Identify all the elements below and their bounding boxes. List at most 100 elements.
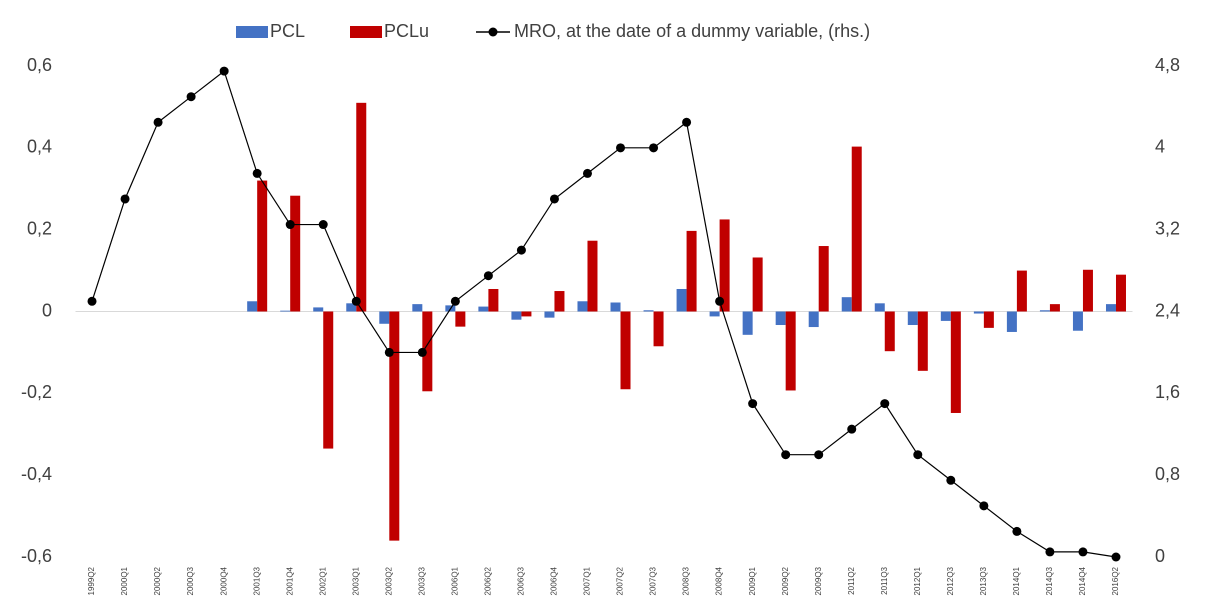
bar — [775, 311, 786, 326]
marker — [946, 475, 956, 485]
marker — [417, 347, 427, 357]
bar — [1049, 304, 1060, 312]
marker — [318, 220, 328, 230]
bar — [1115, 274, 1126, 312]
x-tick-label: 2011Q3 — [880, 566, 889, 594]
marker — [285, 220, 295, 230]
x-tick-label: 2006Q3 — [517, 566, 526, 595]
x-tick-label: 2000Q3 — [186, 566, 195, 595]
bar — [950, 311, 961, 413]
bar — [610, 302, 621, 312]
marker — [847, 424, 857, 434]
bar — [785, 311, 796, 391]
x-tick-label: 2009Q3 — [814, 566, 823, 595]
y2-tick-label: 2,4 — [1155, 300, 1180, 320]
bar — [1039, 310, 1050, 312]
bar — [907, 311, 918, 326]
bar — [356, 102, 367, 312]
x-tick-label: 2003Q3 — [417, 566, 426, 595]
x-tick-label: 2007Q2 — [616, 566, 625, 595]
x-tick-label: 2007Q3 — [649, 566, 658, 595]
x-tick-label: 2011Q2 — [847, 566, 856, 594]
bar — [917, 311, 928, 371]
bar — [488, 288, 499, 312]
y-tick-label: 0,2 — [27, 218, 52, 238]
y2-tick-label: 0,8 — [1155, 464, 1180, 484]
bar — [874, 303, 885, 312]
x-tick-label: 2008Q4 — [715, 566, 724, 595]
x-tick-label: 2007Q1 — [583, 566, 592, 595]
marker — [880, 399, 890, 409]
bar — [851, 146, 862, 312]
bar — [511, 311, 522, 320]
bar — [884, 311, 895, 352]
bar — [1016, 270, 1027, 312]
x-tick-label: 2012Q1 — [913, 566, 922, 595]
line — [91, 70, 1117, 558]
marker — [516, 245, 526, 255]
marker — [384, 347, 394, 357]
marker — [351, 296, 361, 306]
bar — [686, 230, 697, 312]
bar — [577, 301, 588, 312]
bar — [379, 311, 390, 324]
x-tick-label: 1999Q2 — [87, 566, 96, 595]
bar — [676, 288, 687, 312]
marker — [715, 296, 725, 306]
legend-label: MRO, at the date of a dummy variable, (r… — [514, 21, 870, 41]
marker — [682, 117, 692, 127]
marker — [186, 92, 196, 102]
bar — [587, 240, 598, 312]
bar — [280, 310, 291, 312]
bar — [940, 311, 951, 321]
x-tick-label: 2009Q2 — [781, 566, 790, 595]
bar — [841, 297, 852, 312]
y2-tick-label: 4 — [1155, 137, 1165, 157]
bar — [808, 311, 819, 328]
marker — [814, 450, 824, 460]
marker — [120, 194, 130, 204]
y2-tick-label: 1,6 — [1155, 382, 1180, 402]
bar — [1072, 311, 1083, 331]
bar — [620, 311, 631, 390]
bar — [323, 311, 334, 449]
x-tick-label: 2012Q3 — [946, 566, 955, 595]
y-tick-label: 0,6 — [27, 55, 52, 75]
bar — [346, 303, 357, 312]
x-tick-label: 2014Q1 — [1012, 566, 1021, 595]
legend-swatch — [488, 27, 498, 37]
marker — [582, 168, 592, 178]
x-tick-label: 2008Q3 — [682, 566, 691, 595]
bar — [653, 311, 664, 347]
x-tick-label: 2009Q1 — [748, 566, 757, 595]
x-tick-label: 2002Q1 — [318, 566, 327, 595]
x-tick-label: 2003Q2 — [384, 566, 393, 595]
bar — [719, 219, 730, 312]
bar — [257, 180, 268, 312]
y-tick-label: -0,2 — [21, 382, 52, 402]
y-tick-label: 0,4 — [27, 137, 52, 157]
y2-tick-label: 3,2 — [1155, 218, 1180, 238]
bar — [313, 307, 324, 312]
bar — [1006, 311, 1017, 332]
marker — [1045, 547, 1055, 557]
y-tick-label: 0 — [42, 300, 52, 320]
marker — [1111, 552, 1121, 562]
x-tick-label: 2006Q2 — [484, 566, 493, 595]
x-tick-label: 2006Q1 — [450, 566, 459, 595]
marker — [781, 450, 791, 460]
bar — [521, 311, 532, 317]
marker — [87, 296, 97, 306]
bar — [818, 246, 829, 312]
y-tick-label: -0,4 — [21, 464, 52, 484]
y2-tick-label: 4,8 — [1155, 55, 1180, 75]
legend-swatch — [236, 26, 268, 38]
marker — [979, 501, 989, 511]
bar — [554, 291, 565, 312]
bar — [742, 311, 753, 335]
bar — [1082, 269, 1093, 312]
bar — [412, 304, 423, 312]
x-tick-label: 2014Q4 — [1078, 566, 1087, 595]
bar — [455, 311, 466, 327]
